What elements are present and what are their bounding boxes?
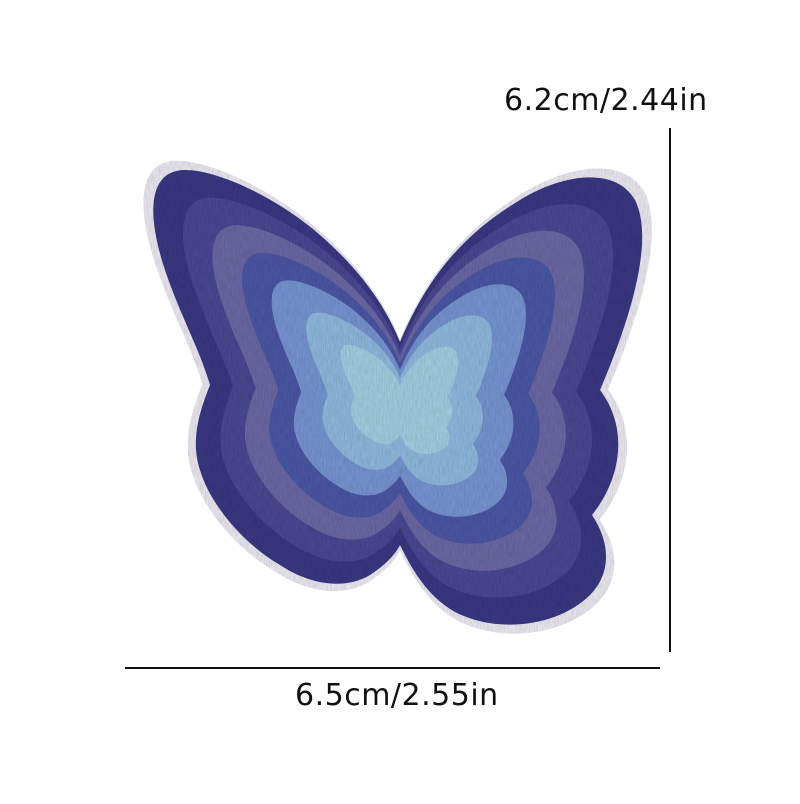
width-dimension-label: 6.5cm/2.55in bbox=[295, 678, 499, 713]
dimension-lines bbox=[125, 128, 671, 669]
height-dimension-label: 6.2cm/2.44in bbox=[504, 83, 708, 118]
butterfly-patch bbox=[143, 160, 652, 634]
